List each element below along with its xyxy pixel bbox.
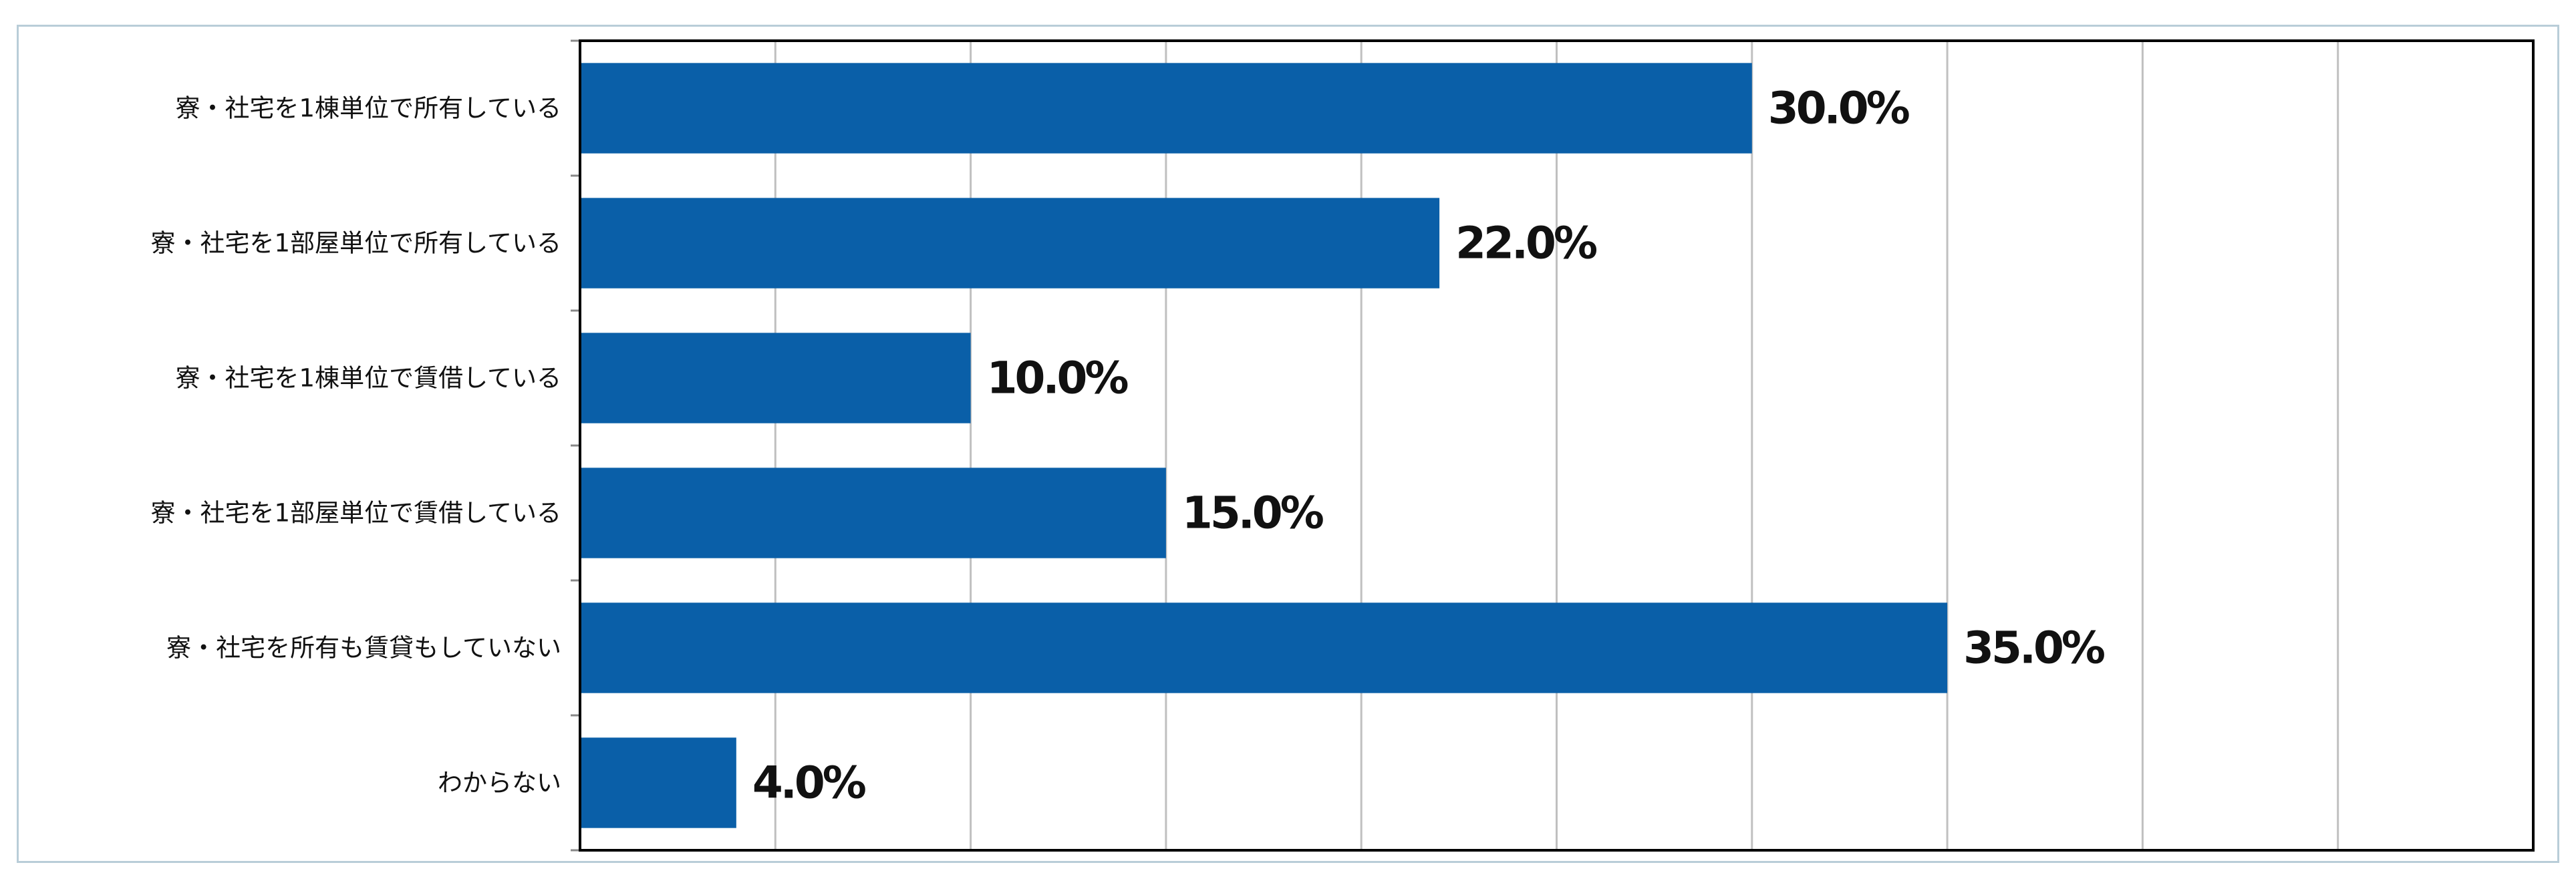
value-label: 30.0%	[1768, 83, 1910, 134]
category-label: 寮・社宅を1棟単位で賃借している	[176, 364, 561, 393]
category-label: わからない	[438, 769, 561, 797]
value-label: 4.0%	[752, 757, 866, 809]
chart-frame: 寮・社宅を1棟単位で所有している寮・社宅を1部屋単位で所有している寮・社宅を1棟…	[17, 25, 2559, 863]
category-label: 寮・社宅を1部屋単位で所有している	[151, 229, 561, 258]
value-label: 35.0%	[1963, 623, 2105, 674]
value-label-layer: 30.0% 22.0% 10.0% 15.0% 35.0% 4.0%	[752, 83, 2108, 809]
bar	[580, 602, 1948, 693]
category-label: 寮・社宅を1部屋単位で賃借している	[151, 499, 561, 528]
category-label: 寮・社宅を1棟単位で所有している	[176, 94, 561, 123]
bar-chart: 寮・社宅を1棟単位で所有している寮・社宅を1部屋単位で所有している寮・社宅を1棟…	[151, 39, 2535, 852]
category-label-layer: 寮・社宅を1棟単位で所有している寮・社宅を1部屋単位で所有している寮・社宅を1棟…	[151, 94, 561, 797]
value-label: 22.0%	[1455, 218, 1597, 269]
bar	[580, 333, 971, 423]
bar	[580, 63, 1752, 154]
category-label: 寮・社宅を所有も賃貸もしていない	[166, 634, 561, 663]
bar-layer	[580, 63, 1948, 828]
bar	[580, 737, 736, 828]
value-label: 15.0%	[1182, 488, 1324, 539]
plot-area-border	[579, 39, 2535, 852]
bar	[580, 468, 1166, 558]
value-label: 10.0%	[987, 353, 1129, 404]
grid-layer	[571, 39, 2339, 852]
bar	[580, 198, 1440, 289]
